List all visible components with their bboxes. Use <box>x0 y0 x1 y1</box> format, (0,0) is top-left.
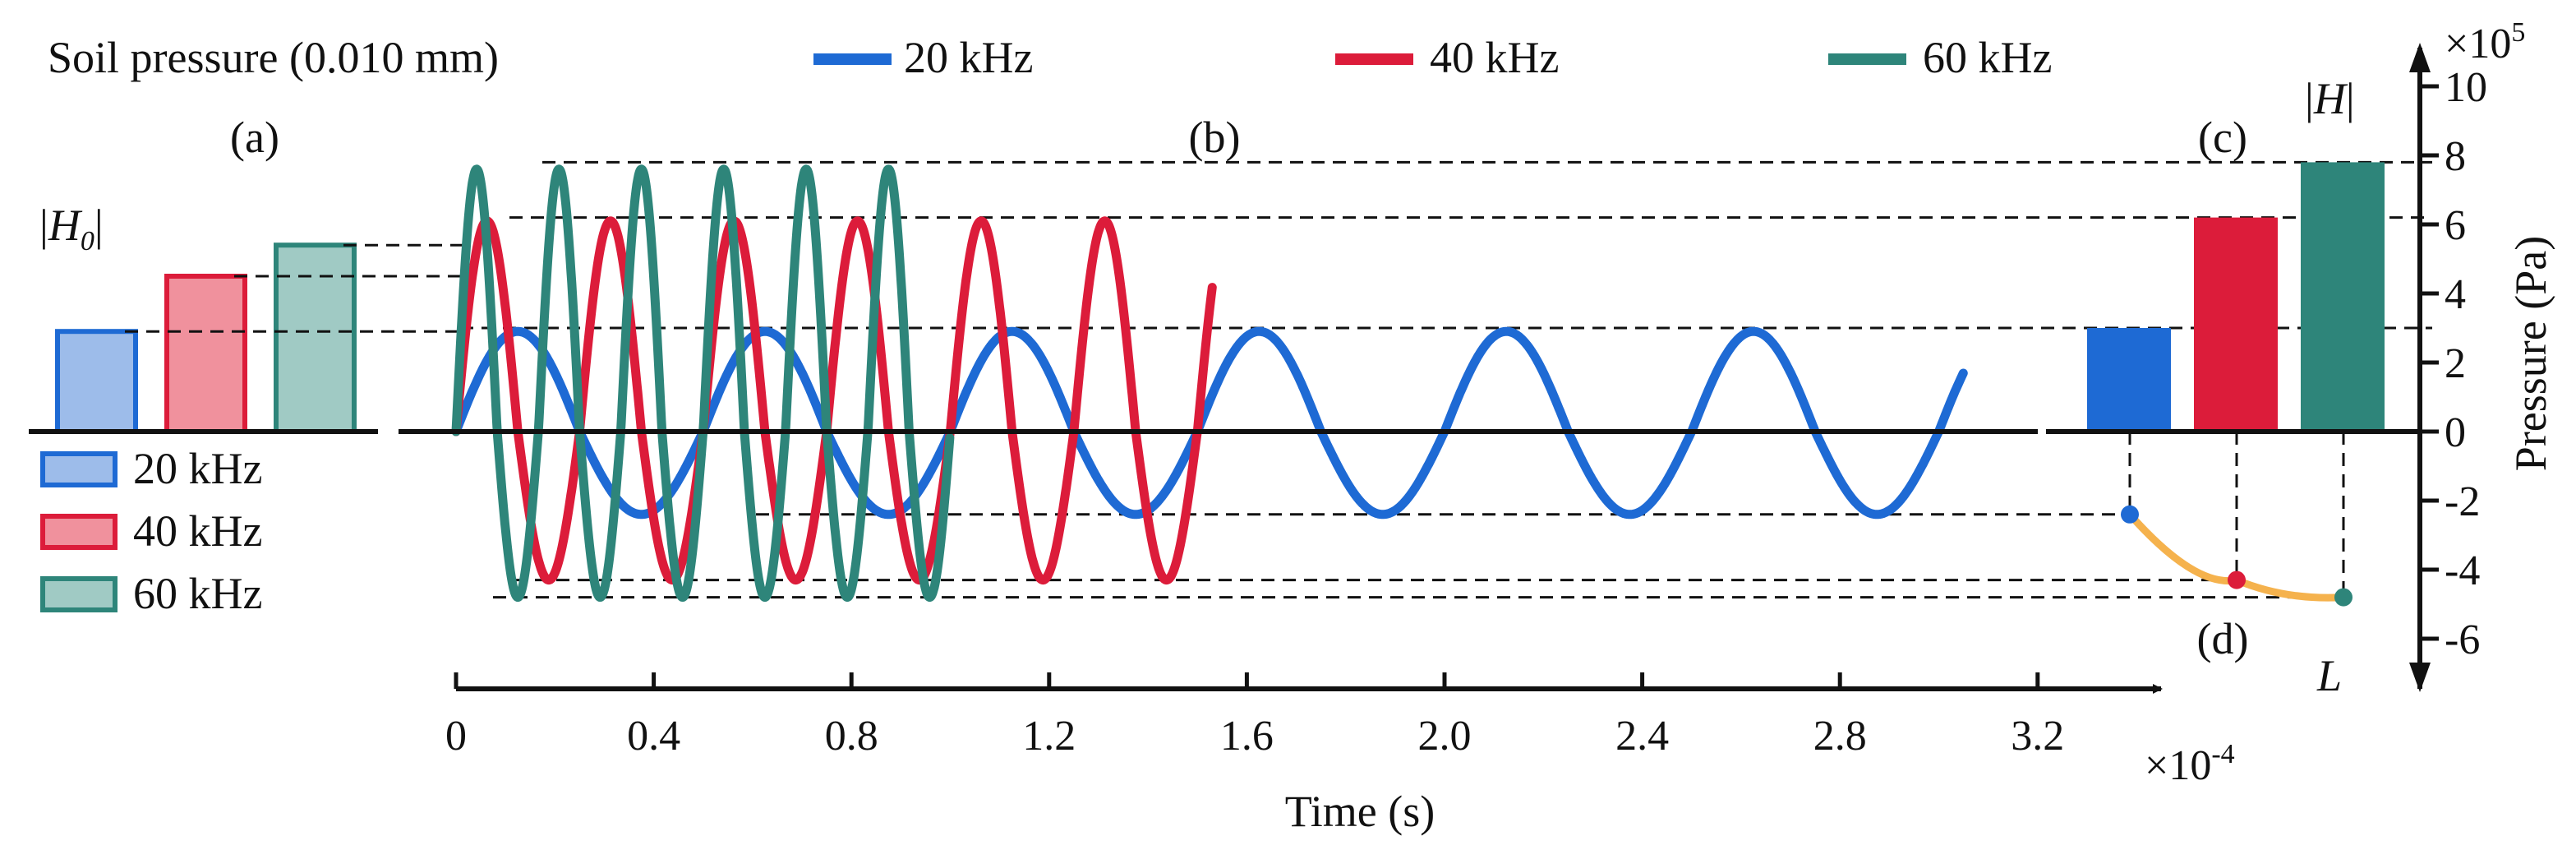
ytick-label--4: -4 <box>2445 547 2480 594</box>
xtick-label-0.8: 0.8 <box>825 713 878 760</box>
bar-a-40khz <box>164 274 247 434</box>
panel-label-c: (c) <box>2198 113 2247 162</box>
panel-c-ylabel: |H| <box>2305 74 2355 123</box>
legend-swatch-a-60khz <box>40 576 118 612</box>
legend-label-a-60khz: 60 kHz <box>133 569 262 618</box>
panel-a-ylabel: |H0| <box>39 201 104 256</box>
trough-point-40khz <box>2228 570 2246 589</box>
series-60khz <box>451 164 955 603</box>
bar-a-20khz <box>55 329 138 435</box>
ytick-label-6: 6 <box>2445 202 2466 249</box>
xtick-label-2.4: 2.4 <box>1615 713 1669 760</box>
time-multiplier-base: ×10 <box>2145 742 2211 789</box>
legend-swatch-a-40khz <box>40 514 118 550</box>
bar-c-60khz <box>2301 162 2385 432</box>
panel-b: 0 0.4 0.8 1.2 1.6 2.0 2.4 2.8 3.2 Time (s) ×10-4 <box>125 160 2432 836</box>
panel-label-b: (b) <box>1189 113 1241 162</box>
xtick-label-1.6: 1.6 <box>1220 713 1274 760</box>
time-axis-multiplier: ×10-4 <box>2145 739 2235 789</box>
panel-a: |H0| 20 kHz 40 kHz 60 kHz <box>29 201 378 618</box>
legend-label-40khz: 40 kHz <box>1430 33 1559 82</box>
panel-label-a: (a) <box>230 113 279 162</box>
xtick-label-3.2: 3.2 <box>2011 713 2064 760</box>
bar-c-20khz <box>2087 328 2171 432</box>
bar-a-60khz <box>274 242 357 435</box>
pressure-axis-arrow-down <box>2409 663 2431 692</box>
legend-label-a-20khz: 20 kHz <box>133 444 262 493</box>
trough-point-60khz <box>2334 588 2353 607</box>
ytick-label-2: 2 <box>2445 340 2466 387</box>
pressure-axis: 10 8 6 4 2 0 -2 -4 -6 Pressure (Pa) ×105 <box>2409 17 2555 692</box>
xtick-label-1.2: 1.2 <box>1022 713 1076 760</box>
xtick-label-0.4: 0.4 <box>627 713 680 760</box>
ytick-label-4: 4 <box>2445 271 2466 318</box>
pressure-axis-label: Pressure (Pa) <box>2506 236 2555 471</box>
ytick-label--2: -2 <box>2445 478 2480 525</box>
pressure-multiplier-exp: 5 <box>2511 17 2525 48</box>
legend-label-20khz: 20 kHz <box>904 33 1033 82</box>
figure-title: Soil pressure (0.010 mm) <box>48 33 499 82</box>
trough-point-20khz <box>2121 505 2139 524</box>
ytick-label-0: 0 <box>2445 409 2466 456</box>
time-axis-label: Time (s) <box>1285 787 1435 836</box>
ytick-label-10: 10 <box>2445 64 2487 111</box>
panel-d-xlabel: L <box>2316 651 2342 700</box>
ytick-label-8: 8 <box>2445 133 2466 180</box>
xtick-label-2.8: 2.8 <box>1813 713 1867 760</box>
top-legend: 20 kHz 40 kHz 60 kHz <box>813 33 2052 82</box>
time-multiplier-exp: -4 <box>2211 739 2234 769</box>
pressure-axis-arrow-up <box>2409 43 2431 72</box>
panel-c: |H| <box>2046 74 2422 434</box>
legend-label-a-40khz: 40 kHz <box>133 506 262 556</box>
panel-d: L <box>2121 432 2353 700</box>
ytick-label--6: -6 <box>2445 617 2480 663</box>
legend-swatch-a-20khz <box>40 451 118 487</box>
xtick-label-2.0: 2.0 <box>1418 713 1472 760</box>
bar-c-40khz <box>2194 217 2278 432</box>
panel-label-d: (d) <box>2197 614 2249 663</box>
legend-label-60khz: 60 kHz <box>1923 33 2052 82</box>
pressure-multiplier-base: ×10 <box>2445 21 2511 67</box>
xtick-label-0: 0 <box>445 713 467 760</box>
series-20khz <box>451 326 1968 520</box>
pressure-axis-multiplier: ×105 <box>2445 17 2525 67</box>
